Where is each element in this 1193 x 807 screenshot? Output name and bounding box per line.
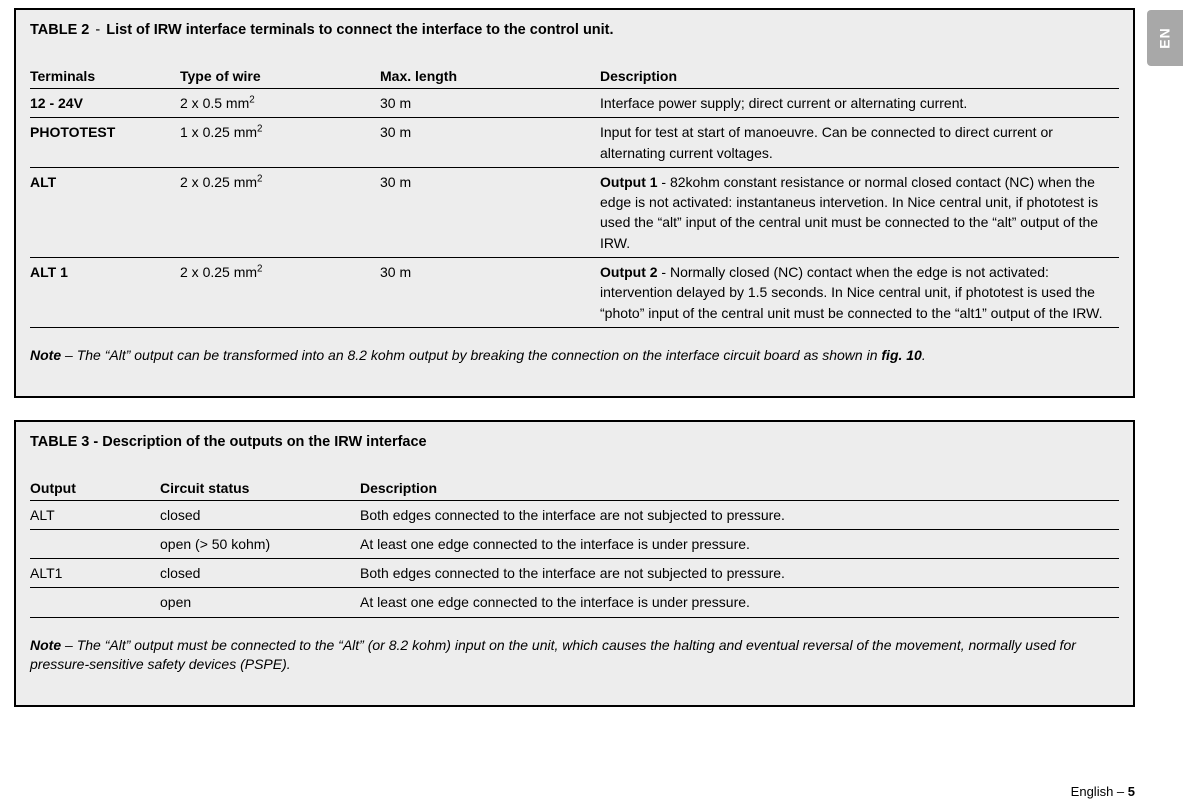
table2-cell-wire: 2 x 0.5 mm2 bbox=[180, 89, 380, 118]
table2-cell-len: 30 m bbox=[380, 167, 600, 257]
table2-cell-wire: 2 x 0.25 mm2 bbox=[180, 167, 380, 257]
table2-title: TABLE 2 - List of IRW interface terminal… bbox=[30, 22, 1119, 38]
table3-row: ALT closed Both edges connected to the i… bbox=[30, 500, 1119, 529]
table2-cell-desc: Output 2 - Normally closed (NC) contact … bbox=[600, 258, 1119, 328]
table3-title: TABLE 3 - Description of the outputs on … bbox=[30, 434, 1119, 450]
note-text: – The “Alt” output must be connected to … bbox=[30, 637, 1076, 673]
note-label: Note bbox=[30, 347, 61, 363]
table2-row: PHOTOTEST 1 x 0.25 mm2 30 m Input for te… bbox=[30, 118, 1119, 168]
table2-header-terminals: Terminals bbox=[30, 64, 180, 89]
table3-cell-output bbox=[30, 588, 160, 617]
table2-cell-len: 30 m bbox=[380, 118, 600, 168]
table3-header-desc: Description bbox=[360, 476, 1119, 501]
table3-cell-output: ALT1 bbox=[30, 559, 160, 588]
table2-box: TABLE 2 - List of IRW interface terminal… bbox=[14, 8, 1135, 398]
table3-cell-desc: At least one edge connected to the inter… bbox=[360, 588, 1119, 617]
note-text: . bbox=[922, 347, 926, 363]
table2-title-prefix: TABLE 2 bbox=[30, 22, 89, 38]
table3-cell-status: open (> 50 kohm) bbox=[160, 529, 360, 558]
language-tab-label: EN bbox=[1157, 27, 1173, 48]
table2-row: ALT 1 2 x 0.25 mm2 30 m Output 2 - Norma… bbox=[30, 258, 1119, 328]
table3-cell-status: open bbox=[160, 588, 360, 617]
table2-cell-terminals: ALT bbox=[30, 167, 180, 257]
table2-note: Note – The “Alt” output can be transform… bbox=[30, 346, 1119, 366]
table3-cell-status: closed bbox=[160, 500, 360, 529]
table3-cell-desc: Both edges connected to the interface ar… bbox=[360, 559, 1119, 588]
table3-row: ALT1 closed Both edges connected to the … bbox=[30, 559, 1119, 588]
note-label: Note bbox=[30, 637, 61, 653]
table3-header-status: Circuit status bbox=[160, 476, 360, 501]
table3-cell-status: closed bbox=[160, 559, 360, 588]
table3-header-output: Output bbox=[30, 476, 160, 501]
note-fig-ref: fig. 10 bbox=[881, 347, 921, 363]
page-content: TABLE 2 - List of IRW interface terminal… bbox=[0, 0, 1193, 737]
table2-cell-desc: Input for test at start of manoeuvre. Ca… bbox=[600, 118, 1119, 168]
table2-cell-desc: Output 1 - 82kohm constant resistance or… bbox=[600, 167, 1119, 257]
table2-cell-wire: 1 x 0.25 mm2 bbox=[180, 118, 380, 168]
table3-cell-desc: Both edges connected to the interface ar… bbox=[360, 500, 1119, 529]
footer-lang: English – bbox=[1071, 784, 1128, 799]
table3-row: open At least one edge connected to the … bbox=[30, 588, 1119, 617]
table2-header-len: Max. length bbox=[380, 64, 600, 89]
footer-page-num: 5 bbox=[1128, 784, 1135, 799]
table2-title-sep: - bbox=[91, 22, 104, 38]
table3-cell-output: ALT bbox=[30, 500, 160, 529]
table2-header-wire: Type of wire bbox=[180, 64, 380, 89]
table2-cell-terminals: 12 - 24V bbox=[30, 89, 180, 118]
table3-cell-output bbox=[30, 529, 160, 558]
table2-cell-wire: 2 x 0.25 mm2 bbox=[180, 258, 380, 328]
page-footer: English – 5 bbox=[1071, 784, 1193, 799]
table2: Terminals Type of wire Max. length Descr… bbox=[30, 64, 1119, 328]
table2-cell-terminals: PHOTOTEST bbox=[30, 118, 180, 168]
table2-header-desc: Description bbox=[600, 64, 1119, 89]
language-tab: EN bbox=[1147, 10, 1183, 66]
table3-row: open (> 50 kohm) At least one edge conne… bbox=[30, 529, 1119, 558]
table3-note: Note – The “Alt” output must be connecte… bbox=[30, 636, 1119, 675]
table2-row: 12 - 24V 2 x 0.5 mm2 30 m Interface powe… bbox=[30, 89, 1119, 118]
table2-cell-len: 30 m bbox=[380, 89, 600, 118]
table3-box: TABLE 3 - Description of the outputs on … bbox=[14, 420, 1135, 707]
table2-cell-desc: Interface power supply; direct current o… bbox=[600, 89, 1119, 118]
table3-cell-desc: At least one edge connected to the inter… bbox=[360, 529, 1119, 558]
table2-cell-len: 30 m bbox=[380, 258, 600, 328]
table3: Output Circuit status Description ALT cl… bbox=[30, 476, 1119, 618]
table2-row: ALT 2 x 0.25 mm2 30 m Output 1 - 82kohm … bbox=[30, 167, 1119, 257]
note-text: – The “Alt” output can be transformed in… bbox=[61, 347, 881, 363]
table2-cell-terminals: ALT 1 bbox=[30, 258, 180, 328]
table2-title-rest: List of IRW interface terminals to conne… bbox=[106, 22, 613, 38]
